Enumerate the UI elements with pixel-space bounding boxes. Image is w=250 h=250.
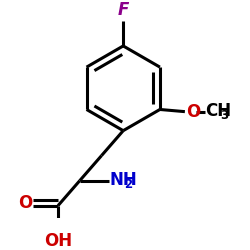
Text: OH: OH [44, 232, 72, 250]
Text: 3: 3 [220, 108, 228, 122]
Text: NH: NH [110, 171, 138, 189]
Text: O: O [186, 103, 200, 121]
Text: CH: CH [206, 102, 232, 120]
Text: O: O [18, 194, 32, 212]
Text: F: F [118, 1, 129, 19]
Text: 2: 2 [124, 178, 133, 190]
